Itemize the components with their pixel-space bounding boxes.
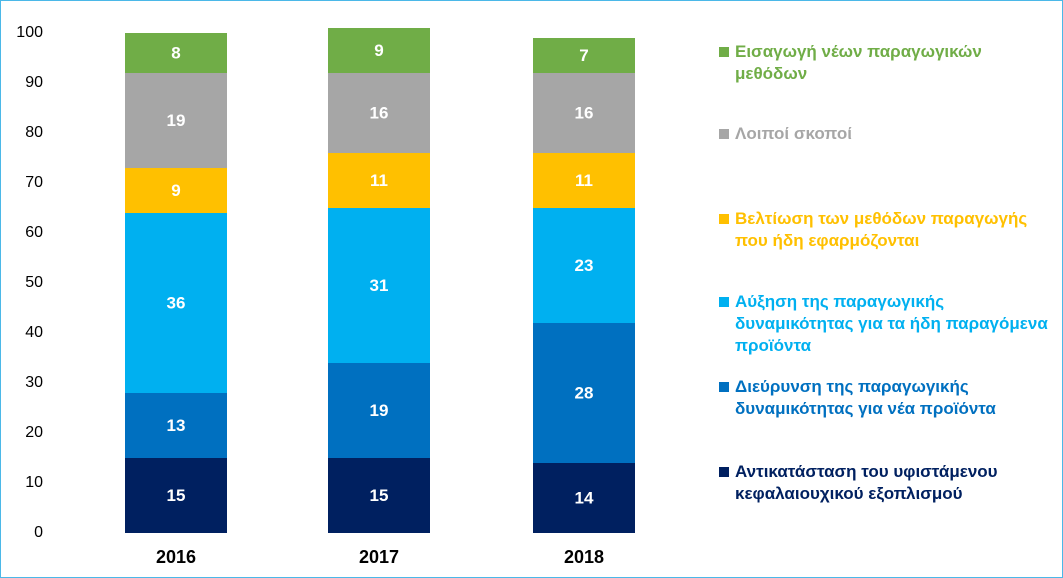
legend-item: Αύξηση της παραγωγικής δυναμικότητας για… [719,291,1054,357]
data-label: 28 [575,383,594,402]
data-label: 11 [575,171,593,190]
y-tick-label: 0 [34,524,43,541]
bar-segment [125,213,227,393]
y-tick-label: 70 [25,174,43,191]
bar-segment [328,73,430,153]
data-label: 9 [171,181,180,200]
legend-item: Αντικατάσταση του υφιστάμενου κεφαλαιουχ… [719,461,1054,505]
legend-item: Διεύρυνση της παραγωγικής δυναμικότητας … [719,376,1054,420]
bar-segment [533,208,635,323]
legend-label: Αντικατάσταση του υφιστάμενου κεφαλαιουχ… [735,462,998,503]
legend-label: Βελτίωση των μεθόδων παραγωγής που ήδη ε… [735,209,1028,250]
bar-segment [125,168,227,213]
y-tick-label: 10 [25,474,43,491]
data-label: 8 [171,43,180,62]
y-tick-label: 20 [25,424,43,441]
data-label: 9 [374,41,383,60]
bar-segment [328,153,430,208]
legend-swatch [719,47,729,57]
bar-segment [125,73,227,168]
bar-segment [125,458,227,533]
bar-segment [328,363,430,458]
y-tick-label: 100 [16,24,43,41]
legend-label: Εισαγωγή νέων παραγωγικών μεθόδων [735,42,982,83]
y-tick-label: 80 [25,124,43,141]
y-tick-label: 90 [25,74,43,91]
legend-swatch [719,129,729,139]
x-tick-label: 2018 [564,547,604,567]
bar-segment [533,463,635,533]
data-label: 16 [575,103,594,122]
y-tick-label: 40 [25,324,43,341]
y-tick-label: 60 [25,224,43,241]
legend-label: Λοιποί σκοποί [735,124,852,143]
bar-segment [533,73,635,153]
data-label: 15 [167,486,186,505]
data-label: 36 [167,293,186,312]
legend-label: Διεύρυνση της παραγωγικής δυναμικότητας … [735,377,996,418]
data-label: 19 [370,401,389,420]
data-label: 31 [370,276,389,295]
legend-swatch [719,467,729,477]
legend-swatch [719,297,729,307]
bar-segment [328,458,430,533]
data-label: 7 [579,46,588,65]
legend-item: Βελτίωση των μεθόδων παραγωγής που ήδη ε… [719,208,1054,252]
data-label: 16 [370,103,389,122]
legend-label: Αύξηση της παραγωγικής δυναμικότητας για… [735,292,1048,355]
bar-segment [533,153,635,208]
bar-segment [125,33,227,73]
y-tick-label: 30 [25,374,43,391]
legend-item: Λοιποί σκοποί [719,123,1054,145]
data-label: 19 [167,111,186,130]
bar-segment [533,38,635,73]
bar-segment [533,323,635,463]
legend-item: Εισαγωγή νέων παραγωγικών μεθόδων [719,41,1054,85]
data-label: 23 [575,256,594,275]
bar-segment [328,208,430,363]
data-label: 14 [575,488,594,507]
x-tick-label: 2016 [156,547,196,567]
bar-segment [125,393,227,458]
bar-segment [328,28,430,73]
data-label: 13 [167,416,186,435]
legend-swatch [719,214,729,224]
y-tick-label: 50 [25,274,43,291]
data-label: 15 [370,486,389,505]
x-tick-label: 2017 [359,547,399,567]
data-label: 11 [370,171,388,190]
legend-swatch [719,382,729,392]
